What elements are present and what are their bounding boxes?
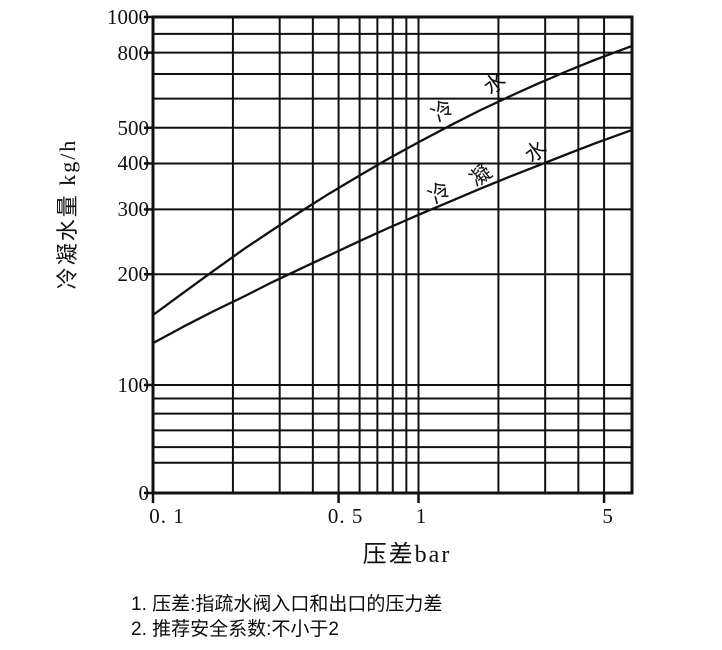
footnote-2: 2. 推荐安全系数:不小于2 <box>131 619 339 640</box>
curve-冷水 <box>151 45 632 317</box>
y-tick-label: 500 <box>117 115 150 140</box>
x-tick-label: 5 <box>602 504 614 528</box>
y-axis-title: 冷凝水量 kg/h <box>55 138 80 290</box>
curve-冷凝水 <box>151 129 632 345</box>
y-tick-label: 800 <box>117 40 150 65</box>
x-tick-label: 1 <box>415 504 428 528</box>
y-tick-label: 200 <box>117 262 150 287</box>
y-tick-label: 0 <box>138 481 150 505</box>
y-tick-label: 400 <box>117 151 150 176</box>
footnote-1: 1. 压差:指疏水阀入口和出口的压力差 <box>131 594 443 615</box>
y-tick-label: 1000 <box>107 5 149 29</box>
y-tick-label: 100 <box>117 373 150 397</box>
plot-frame <box>151 15 634 495</box>
x-axis-title: 压差bar <box>362 542 452 568</box>
x-tick-label: 0. 5 <box>327 504 364 528</box>
footnotes: 1. 压差:指疏水阀入口和出口的压力差 2. 推荐安全系数:不小于2 <box>131 592 442 642</box>
x-tick-label: 0. 1 <box>149 504 185 528</box>
y-tick-label: 300 <box>117 197 150 222</box>
